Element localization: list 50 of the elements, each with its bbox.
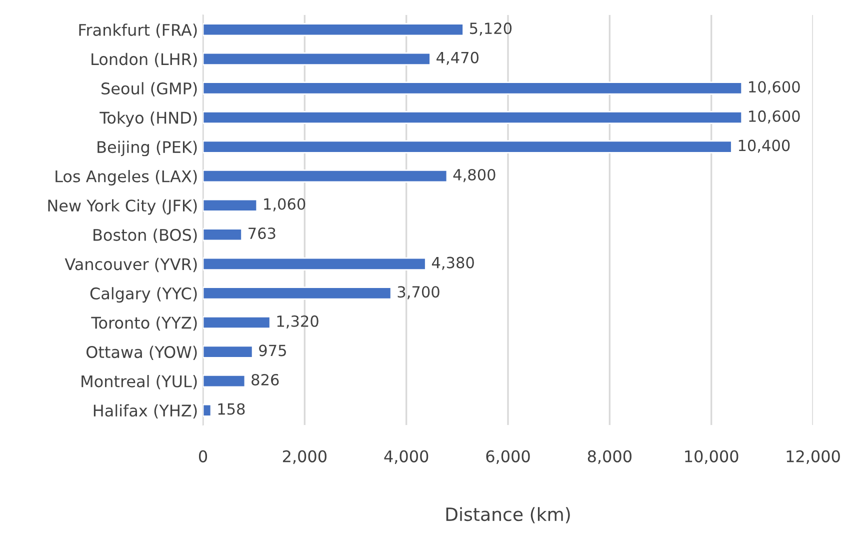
x-tick-label: 0 (198, 450, 208, 462)
data-label: 158 (218, 403, 245, 415)
bar (203, 82, 743, 95)
bar (203, 23, 464, 36)
bar (203, 404, 212, 417)
x-tick-label: 8,000 (588, 450, 632, 464)
data-label: 1,060 (264, 198, 306, 212)
y-tick-label: Frankfurt (FRA) (79, 24, 197, 38)
data-label: 1,320 (277, 315, 318, 328)
y-tick-label: New York City (JFK) (48, 199, 197, 215)
bar (203, 140, 732, 154)
y-tick-label: Montreal (YUL) (82, 375, 197, 390)
y-tick-label: Halifax (YHZ) (94, 404, 197, 419)
data-label: 826 (252, 374, 279, 386)
bar (203, 374, 246, 388)
bar (203, 170, 448, 183)
x-tick-label: 6,000 (486, 450, 530, 464)
data-label: 5,120 (470, 22, 512, 36)
data-label: 975 (259, 344, 286, 356)
data-label: 763 (248, 228, 276, 240)
x-tick-label: 4,000 (384, 450, 428, 464)
y-tick-label: Toronto (YYZ) (91, 316, 197, 331)
y-tick-label: Seoul (GMP) (102, 82, 197, 96)
data-label: 4,800 (453, 168, 496, 182)
bar (203, 286, 392, 300)
y-tick-label: Beijing (PEK) (98, 140, 197, 156)
data-label: 10,400 (738, 140, 790, 153)
data-label: 3,700 (398, 286, 440, 300)
y-tick-label: Tokyo (HND) (100, 111, 197, 127)
data-label: 4,380 (432, 256, 474, 270)
data-label: 10,600 (749, 81, 800, 94)
y-tick-label: London (LHR) (92, 52, 197, 68)
bar (203, 257, 426, 270)
bar (203, 316, 271, 330)
x-tick-label: 12,000 (786, 450, 840, 464)
x-tick-label: 10,000 (685, 450, 738, 464)
x-axis-title: Distance (km) (446, 507, 570, 524)
y-tick-label: Vancouver (YVR) (64, 258, 197, 272)
y-tick-label: Boston (BOS) (94, 228, 197, 243)
x-tick-label: 2,000 (282, 450, 326, 464)
data-label: 10,600 (749, 110, 800, 124)
y-tick-label: Ottawa (YOW) (86, 346, 197, 360)
bar (203, 52, 431, 66)
y-tick-label: Los Angeles (LAX) (56, 170, 197, 186)
bar (203, 345, 254, 358)
data-label: 4,470 (436, 52, 479, 65)
y-tick-label: Calgary (YYC) (90, 287, 197, 303)
bar (203, 110, 743, 124)
bar (203, 198, 258, 212)
bar (203, 228, 242, 242)
